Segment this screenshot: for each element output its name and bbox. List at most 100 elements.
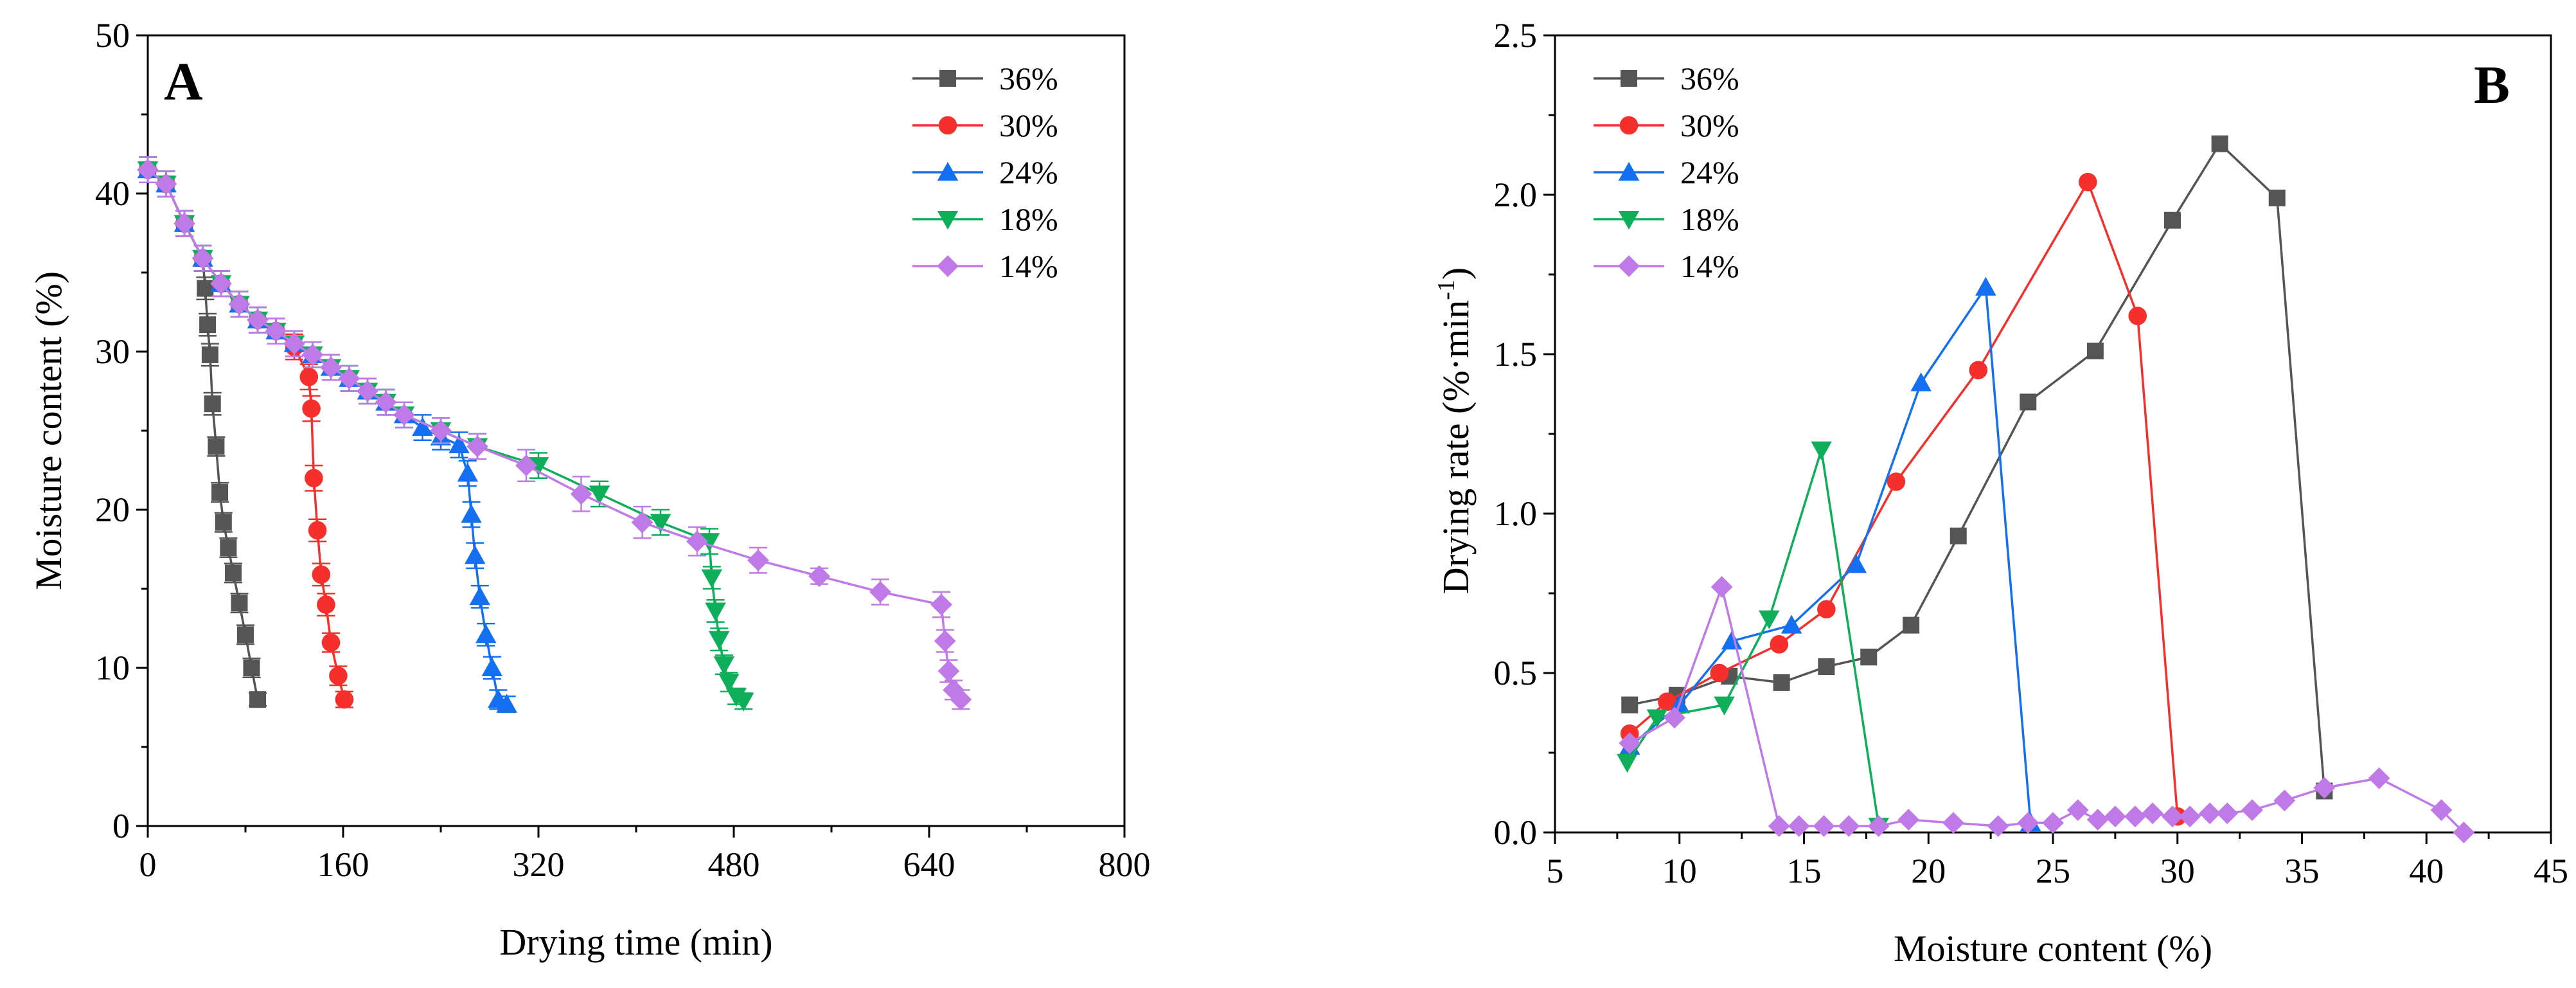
panel-b-legend-30-label: 30% <box>1680 107 1739 143</box>
panel-b-series-36-point <box>1950 527 1967 544</box>
panel-b-series <box>1617 135 2475 843</box>
panel-b-x-tick-label-10: 10 <box>1662 852 1697 890</box>
panel-b-series-36-point <box>1818 658 1835 676</box>
panel-a-series-36-point <box>220 539 237 557</box>
panel-a-series-24-point <box>449 434 470 454</box>
panel-b-series-36-line <box>1629 141 2326 791</box>
panel-b-series-14-point <box>1788 815 1810 837</box>
panel-b-legend-24-marker <box>1618 161 1640 181</box>
panel-b-series-24-point <box>1721 631 1743 650</box>
panel-b-series-14-point <box>2453 822 2475 843</box>
panel-a-series-18-point <box>718 674 740 693</box>
panel-a-series-36-point <box>225 564 242 582</box>
panel-a-series-36-point <box>201 346 218 363</box>
panel-a-series-30-point <box>302 399 321 418</box>
panel-b-legend-36: 36% <box>1594 60 1739 96</box>
panel-b-series-24-point <box>1845 554 1867 573</box>
panel-b-legend-18-marker <box>1618 211 1640 230</box>
panel-b-letter: B <box>2474 55 2510 115</box>
panel-a-y-tick-label-40: 40 <box>95 174 130 213</box>
panel-a-series-14-point <box>247 309 269 331</box>
panel-a-series-14-point <box>808 565 830 588</box>
panel-a-series-36-point <box>249 691 266 708</box>
panel-b-series-36-point <box>2268 189 2286 206</box>
panel-a-series-24-point <box>496 694 517 713</box>
panel-a-series-30-point <box>312 565 331 584</box>
panel-b-y-tick-label-05: 0.5 <box>1494 654 1538 692</box>
panel-a-series-24-point <box>481 657 503 676</box>
panel-a-legend-14: 14% <box>912 248 1058 284</box>
panel-a-series-36-point <box>215 514 232 531</box>
panel-a-series-18-point <box>701 569 723 589</box>
panel-a-series-24-point <box>461 504 482 523</box>
panel-a-letter: A <box>164 52 203 112</box>
panel-b-series-18 <box>1617 441 1889 837</box>
panel-a-legend-24: 24% <box>912 154 1058 190</box>
panel-a-series-36-point <box>211 483 229 501</box>
panel-b-x-tick-label-30: 30 <box>2160 852 2195 890</box>
panel-b-series-14-point <box>2042 812 2064 834</box>
panel-b-series-14-point <box>1867 815 1890 837</box>
panel-b-legend-14-label: 14% <box>1680 248 1739 284</box>
panel-a-legend-14-marker <box>937 255 959 277</box>
panel-a-series-18-point <box>589 485 610 505</box>
panel-b-legend-36-marker <box>1621 70 1637 87</box>
panel-a-x-tick-label-640: 640 <box>903 845 955 884</box>
panel-b-x-tick-label-35: 35 <box>2285 852 2320 890</box>
panel-a-series-14-point <box>393 404 415 426</box>
panel-b-series-18-point <box>1714 696 1735 715</box>
panel-a-y-tick-label-0: 0 <box>112 807 130 845</box>
panel-b-series-36-point <box>2211 135 2228 152</box>
panel-a-legend-24-marker <box>937 161 959 181</box>
panel-a-series-14-point <box>869 581 891 603</box>
panel-b-y-tick-label-10: 1.0 <box>1494 494 1538 533</box>
panel-a-series-14-point <box>155 173 177 195</box>
panel-b-series-14-point <box>2066 799 2089 822</box>
panel-b-series-14-point <box>1710 576 1733 598</box>
panel-b-y-tick-label-25: 2.5 <box>1494 16 1538 55</box>
panel-a-legend-30-label: 30% <box>999 107 1058 143</box>
panel-b-series-36-point <box>1860 649 1878 666</box>
panel-b-legend-30-marker <box>1619 116 1639 135</box>
panel-a-y-tick-label-30: 30 <box>95 332 130 371</box>
panel-b-x-tick-label-20: 20 <box>1911 852 1946 890</box>
panel-a-series-14-point <box>283 332 305 355</box>
panel-b-series-14-point <box>1897 809 1920 831</box>
panel-a-series-24-point <box>457 463 479 482</box>
panel-b-series-18-point <box>1617 753 1638 773</box>
panel-a-series-18-point <box>650 514 671 533</box>
panel-b-x-tick-label-15: 15 <box>1787 852 1822 890</box>
panel-a-series-14-point <box>747 549 769 571</box>
panel-b-series-14-point <box>1664 706 1685 729</box>
panel-a-series-14-point <box>320 356 342 379</box>
panel-a-series-36-point <box>204 395 221 413</box>
panel-a-x-axis-title: Drying time (min) <box>499 921 772 963</box>
panel-b-legend-30: 30% <box>1594 107 1739 143</box>
panel-a-plot-frame <box>147 34 1126 827</box>
panel-a-series-14-point <box>930 593 952 616</box>
panel-b-series-14-point <box>2273 789 2296 812</box>
panel-a-series-30-point <box>335 690 354 709</box>
panel-a-series-14-point <box>937 660 960 682</box>
panel-a-series-36-point <box>197 280 214 297</box>
panel-b-x-axis-title: Moisture content (%) <box>1894 928 2212 969</box>
panel-b-series-30-point <box>2078 172 2097 192</box>
panel-b-series-14-point <box>2430 799 2453 822</box>
panel-b-series-14-point <box>2017 812 2039 834</box>
panel-a-ticks: 0 160 320 480 640 800 0 10 20 30 40 50 <box>95 16 1151 884</box>
panel-a-y-tick-label-10: 10 <box>95 649 130 687</box>
panel-b-y-axis-title-close: ) <box>1435 267 1477 280</box>
panel-b-x-tick-label-40: 40 <box>2409 852 2444 890</box>
panel-a-series-30-point <box>321 633 341 652</box>
panel-b-ticks: 5 10 15 20 25 30 35 40 45 0.0 0.5 1.0 1.5 2.0 2.5 <box>1494 16 2569 890</box>
panel-b-series-18-line <box>1626 449 1880 827</box>
panel-b-series-24 <box>1619 276 2041 832</box>
panel-a-legend-30: 30% <box>912 107 1058 143</box>
panel-a-x-tick-label-0: 0 <box>139 845 157 884</box>
panel-b-legend: 36% 30% 24% 18% 14% <box>1594 60 1739 284</box>
panel-b-y-tick-label-20: 2.0 <box>1494 175 1538 214</box>
panel-a-series-18-point <box>705 602 726 622</box>
panel-a-series-36 <box>139 156 267 708</box>
panel-a-series-14-point <box>375 391 397 413</box>
